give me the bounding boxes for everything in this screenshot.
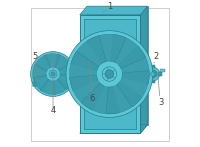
Wedge shape (119, 46, 149, 84)
Wedge shape (70, 75, 104, 110)
Wedge shape (70, 51, 99, 91)
Wedge shape (111, 34, 146, 69)
Text: 4: 4 (50, 106, 56, 115)
Wedge shape (71, 36, 106, 71)
Polygon shape (140, 6, 148, 133)
Circle shape (105, 70, 114, 78)
Circle shape (146, 67, 160, 81)
Circle shape (151, 72, 155, 76)
Polygon shape (80, 6, 148, 15)
Bar (84, 19, 136, 129)
Wedge shape (106, 82, 142, 114)
Wedge shape (57, 74, 73, 90)
Circle shape (149, 70, 157, 78)
Polygon shape (80, 125, 148, 133)
FancyBboxPatch shape (160, 69, 165, 72)
Wedge shape (33, 64, 47, 80)
Text: 5: 5 (32, 52, 38, 61)
Wedge shape (54, 54, 71, 71)
Circle shape (102, 67, 117, 81)
Wedge shape (33, 75, 49, 91)
Wedge shape (43, 54, 60, 68)
Circle shape (49, 70, 57, 78)
FancyBboxPatch shape (33, 82, 36, 86)
Polygon shape (87, 6, 148, 125)
Text: 2: 2 (153, 52, 158, 61)
Wedge shape (34, 55, 51, 71)
FancyBboxPatch shape (34, 83, 39, 86)
Circle shape (31, 52, 75, 96)
Wedge shape (117, 71, 149, 107)
Text: 3: 3 (159, 98, 164, 107)
Wedge shape (59, 61, 73, 78)
Circle shape (66, 31, 153, 117)
Wedge shape (81, 83, 120, 114)
FancyBboxPatch shape (151, 65, 155, 69)
Circle shape (51, 72, 55, 76)
Wedge shape (87, 34, 126, 63)
Polygon shape (80, 15, 140, 133)
Wedge shape (53, 79, 68, 94)
FancyBboxPatch shape (158, 72, 162, 76)
FancyBboxPatch shape (151, 80, 155, 83)
Text: 1: 1 (107, 2, 112, 11)
Wedge shape (40, 79, 56, 94)
Text: 6: 6 (89, 94, 95, 103)
